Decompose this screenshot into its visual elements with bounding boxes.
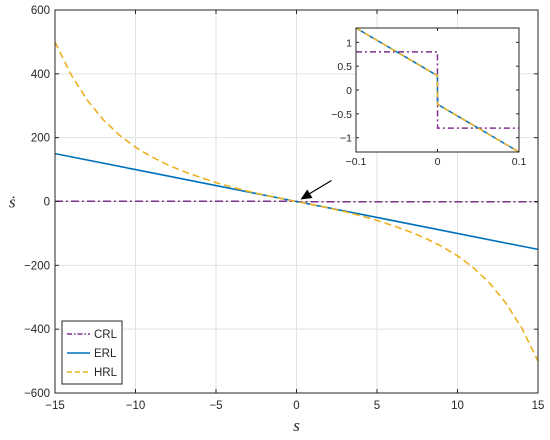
inset-y-tick-label: −0.5 (331, 109, 352, 121)
y-axis-label: ṡ (9, 193, 16, 212)
inset-x-tick-label: −0.1 (346, 156, 367, 168)
x-axis-label: s (293, 416, 300, 435)
x-tick-label: −5 (209, 400, 222, 412)
x-tick-label: 10 (451, 400, 464, 412)
x-tick-label: 15 (532, 400, 545, 412)
y-tick-label: −200 (24, 260, 50, 272)
x-tick-label: 0 (293, 400, 299, 412)
legend-label-hrl: HRL (94, 367, 118, 379)
y-tick-label: 200 (31, 133, 50, 145)
inset-y-tick-label: 0.5 (337, 61, 352, 73)
x-tick-label: −10 (126, 400, 146, 412)
legend: CRL ERL HRL (61, 320, 123, 385)
y-tick-label: −400 (24, 324, 50, 336)
inset-series-line-hrl (355, 27, 520, 153)
inset-y-tick-label: −1 (340, 133, 352, 145)
y-tick-label: −600 (24, 388, 50, 400)
inset-y-tick-label: 1 (346, 37, 352, 49)
series-line-erl (54, 152, 539, 251)
series-line-hrl (54, 41, 539, 362)
inset-y-tick-label: 0 (346, 85, 352, 97)
x-tick-label: 5 (374, 400, 380, 412)
inset-x-tick-label: 0 (435, 156, 441, 168)
inset-x-tick-label: 0.1 (512, 156, 527, 168)
x-tick-label: −15 (45, 400, 65, 412)
inset-chart: −0.1 0 0.1 −1 −0.5 0 0.5 1 (331, 27, 527, 168)
y-tick-label: 0 (44, 197, 50, 209)
legend-label-crl: CRL (94, 329, 118, 341)
legend-label-erl: ERL (94, 348, 117, 360)
annotation-arrow-head (300, 189, 313, 200)
annotation-arrow-line (306, 179, 332, 197)
y-tick-label: 600 (31, 5, 50, 17)
y-tick-label: 400 (31, 69, 50, 81)
